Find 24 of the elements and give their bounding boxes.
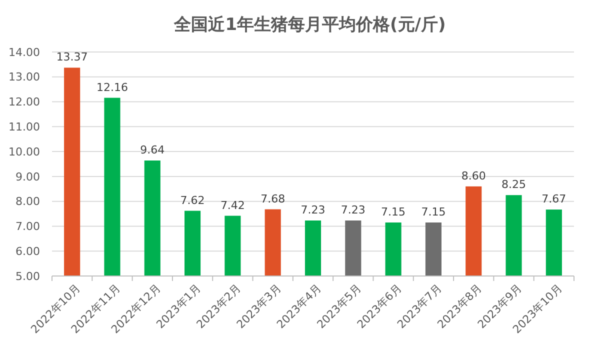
y-tick-label: 12.00 (8, 96, 40, 109)
data-label: 13.37 (56, 50, 88, 64)
data-label: 8.25 (502, 178, 526, 192)
y-tick-label: 14.00 (8, 46, 40, 59)
chart-title: 全国近1年生猪每月平均价格(元/斤) (173, 15, 446, 35)
y-tick-label: 6.00 (16, 244, 40, 258)
data-label: 7.62 (180, 194, 205, 207)
y-tick-label: 10.00 (8, 145, 40, 158)
y-tick-label: 9.00 (16, 170, 40, 184)
data-label: 7.15 (421, 205, 446, 218)
data-label: 7.15 (381, 205, 406, 218)
y-tick-label: 7.00 (16, 220, 40, 234)
data-label: 9.64 (140, 144, 165, 157)
y-tick-label: 8.00 (16, 195, 40, 208)
data-label: 7.42 (220, 198, 245, 212)
y-tick-label: 13.00 (8, 70, 40, 84)
y-tick-label: 11.00 (8, 120, 40, 134)
data-label: 7.23 (300, 204, 326, 216)
data-label: 7.67 (542, 192, 566, 206)
y-tick-label: 5.00 (16, 270, 40, 283)
data-label: 7.23 (340, 204, 366, 216)
data-label: 8.60 (461, 169, 486, 182)
data-label: 7.68 (260, 192, 286, 206)
data-label: 12.16 (96, 80, 128, 94)
